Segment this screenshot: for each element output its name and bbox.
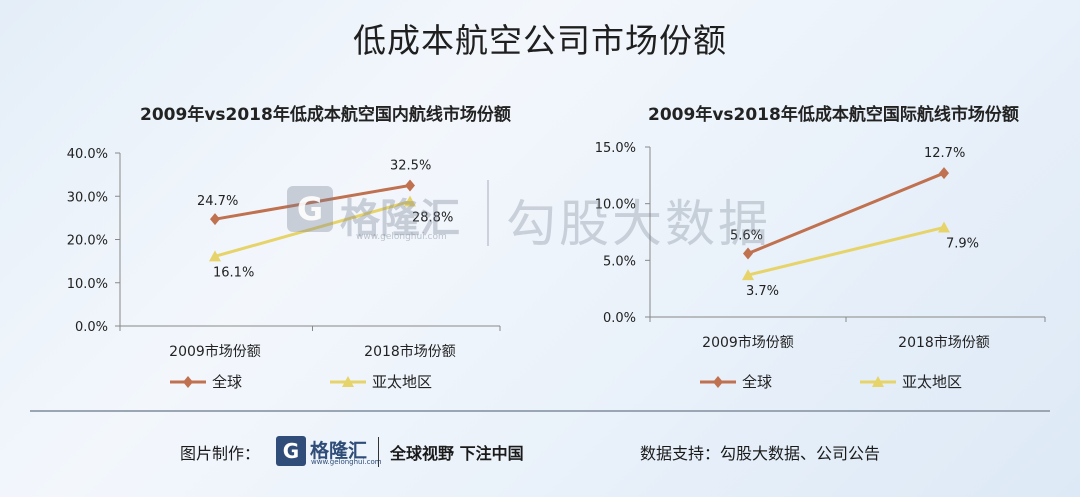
x-tick-label: 2018市场份额 [898, 334, 990, 351]
footer-brand: 格隆汇 [310, 440, 368, 462]
y-tick-label: 20.0% [67, 234, 108, 249]
legend-marker [713, 376, 723, 388]
y-tick-label: 5.0% [603, 254, 636, 269]
data-point [404, 195, 416, 207]
data-point [939, 167, 949, 180]
page-title: 低成本航空公司市场份额 [353, 21, 727, 60]
x-tick-label: 2018市场份额 [364, 343, 456, 360]
data-label: 7.9% [946, 236, 979, 251]
series-line [747, 226, 945, 277]
data-label: 28.8% [412, 210, 453, 225]
legend-marker [872, 376, 884, 387]
chart-title-domestic: 2009年vs2018年低成本航空国内航线市场份额 [140, 105, 511, 125]
y-tick-label: 10.0% [595, 198, 636, 213]
series-line [747, 171, 945, 255]
x-tick-label: 2009市场份额 [169, 343, 261, 360]
footer-separator [378, 437, 379, 467]
data-label: 32.5% [390, 158, 431, 173]
chart-title-international: 2009年vs2018年低成本航空国际航线市场份额 [648, 105, 1019, 125]
y-tick-label: 30.0% [67, 190, 108, 205]
watermark-brand: 格隆汇 [340, 196, 460, 242]
y-tick-label: 10.0% [67, 277, 108, 292]
data-point [743, 247, 753, 260]
data-label: 16.1% [213, 265, 254, 280]
data-point [938, 221, 950, 233]
legend-label: 全球 [212, 373, 242, 391]
data-label: 3.7% [746, 284, 779, 299]
watermark-logo-icon: G [287, 186, 333, 232]
series-line [214, 199, 411, 258]
watermark-text: 勾股大数据 [506, 195, 771, 253]
legend-marker [342, 376, 354, 387]
data-label: 5.6% [730, 229, 763, 244]
watermark-divider [487, 180, 489, 246]
data-label: 24.7% [197, 194, 238, 209]
legend-label: 亚太地区 [902, 373, 962, 391]
footer-brand-url: www.gelonghui.com [311, 458, 382, 466]
footer-divider [30, 410, 1050, 412]
y-tick-label: 0.0% [603, 311, 636, 326]
y-tick-label: 40.0% [67, 147, 108, 162]
data-point [405, 179, 415, 192]
watermark-url: www.gelonghui.com [356, 232, 447, 242]
data-point [209, 250, 221, 262]
legend-label: 全球 [742, 373, 772, 391]
gelonghui-logo-icon: G [276, 436, 306, 466]
footer-slogan: 全球视野 下注中国 [390, 444, 524, 463]
data-point [210, 213, 220, 226]
legend-marker [183, 376, 193, 388]
data-label: 12.7% [924, 146, 965, 161]
series-line [214, 183, 411, 221]
y-tick-label: 0.0% [75, 320, 108, 335]
data-point [742, 269, 754, 281]
footer-credit-label: 图片制作： [180, 444, 261, 463]
x-tick-label: 2009市场份额 [702, 334, 794, 351]
y-tick-label: 15.0% [595, 141, 636, 156]
legend-label: 亚太地区 [372, 373, 432, 391]
footer-source: 数据支持：勾股大数据、公司公告 [640, 444, 881, 463]
